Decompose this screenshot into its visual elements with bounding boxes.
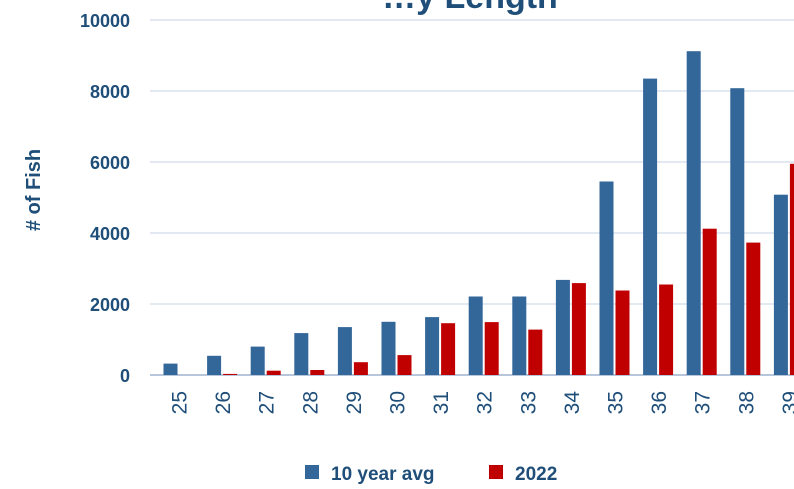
legend: 10 year avg 2022 xyxy=(305,464,557,485)
bar-2022-30 xyxy=(397,355,412,375)
x-tick-label: 39 xyxy=(779,391,794,414)
x-tick-label: 32 xyxy=(474,391,497,414)
bar-2022-33 xyxy=(528,329,543,375)
y-axis-label: # of Fish xyxy=(23,149,45,231)
y-tick-label: 8000 xyxy=(90,82,130,102)
y-tick-label: 6000 xyxy=(90,153,130,173)
bar-10-year-avg-32 xyxy=(468,296,483,375)
x-tick-label: 28 xyxy=(299,391,322,414)
y-tick-label: 0 xyxy=(120,366,130,386)
x-tick-label: 27 xyxy=(256,391,279,414)
bar-10-year-avg-31 xyxy=(425,317,440,375)
chart-title: …y Length xyxy=(382,0,558,16)
y-axis-ticks: 0 2000 4000 6000 8000 10000 xyxy=(80,11,130,386)
x-tick-label: 31 xyxy=(430,391,453,414)
bar-10-year-avg-35 xyxy=(599,181,614,375)
x-tick-label: 25 xyxy=(169,391,192,414)
bar-2022-31 xyxy=(441,323,456,375)
bar-10-year-avg-28 xyxy=(294,333,309,375)
bar-10-year-avg-26 xyxy=(207,355,222,375)
bar-10-year-avg-34 xyxy=(555,279,570,375)
bar-10-year-avg-39 xyxy=(773,194,788,375)
x-tick-label: 34 xyxy=(561,391,584,415)
bar-2022-37 xyxy=(702,228,717,375)
bar-2022-26 xyxy=(223,373,238,375)
y-tick-label: 2000 xyxy=(90,295,130,315)
bar-2022-38 xyxy=(746,242,761,375)
x-tick-label: 33 xyxy=(517,391,540,414)
bar-10-year-avg-38 xyxy=(730,88,745,375)
bar-10-year-avg-29 xyxy=(337,327,352,375)
bar-10-year-avg-27 xyxy=(250,346,265,375)
bar-2022-27 xyxy=(266,370,281,375)
legend-label-10-year-avg: 10 year avg xyxy=(331,464,435,485)
bars xyxy=(163,51,794,376)
bar-10-year-avg-25 xyxy=(163,363,178,375)
bar-10-year-avg-37 xyxy=(686,51,701,375)
bar-2022-39 xyxy=(789,163,794,375)
bar-10-year-avg-36 xyxy=(643,78,658,375)
legend-label-2022: 2022 xyxy=(515,464,557,485)
bar-2022-35 xyxy=(615,290,630,375)
gridlines xyxy=(150,19,794,376)
bar-10-year-avg-30 xyxy=(381,321,396,376)
legend-swatch-10-year-avg xyxy=(305,465,319,479)
bar-2022-32 xyxy=(484,322,499,375)
bar-2022-34 xyxy=(571,283,586,375)
x-tick-label: 26 xyxy=(212,391,235,414)
x-tick-label: 30 xyxy=(387,391,410,414)
y-tick-label: 10000 xyxy=(80,11,130,31)
x-tick-label: 37 xyxy=(692,391,715,414)
bar-10-year-avg-33 xyxy=(512,296,527,375)
bar-2022-29 xyxy=(353,362,368,375)
y-tick-label: 4000 xyxy=(90,224,130,244)
legend-swatch-2022 xyxy=(489,465,503,479)
bar-2022-36 xyxy=(659,284,674,375)
x-tick-label: 38 xyxy=(735,391,758,414)
x-tick-label: 36 xyxy=(648,391,671,414)
bar-2022-28 xyxy=(310,370,325,375)
x-tick-label: 29 xyxy=(343,391,366,414)
x-axis-ticks: 25 26 27 28 29 30 31 32 33 34 35 36 37 38 39 xyxy=(169,391,794,415)
x-tick-label: 35 xyxy=(605,391,628,414)
